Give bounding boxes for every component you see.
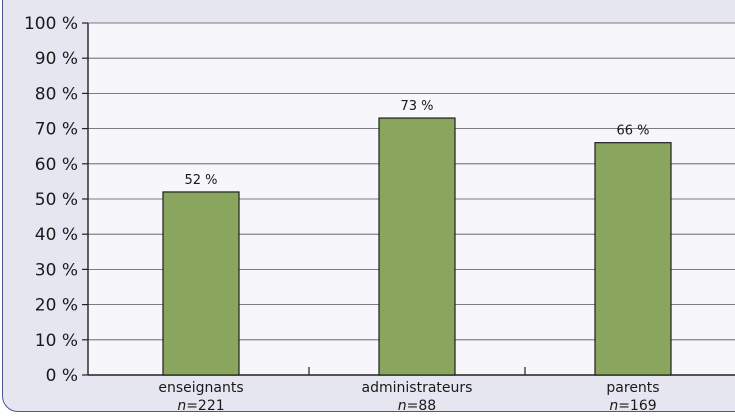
- x-sample-size-label: n=88: [398, 398, 436, 414]
- bar-value-label: 73 %: [400, 99, 433, 114]
- y-tick-label: 0 %: [46, 366, 78, 386]
- bar-parents: [594, 142, 672, 376]
- y-tick-label: 100 %: [24, 14, 78, 34]
- x-sample-size-label: n=221: [177, 398, 224, 414]
- y-tick-label: 30 %: [35, 260, 78, 280]
- bar-value-label: 52 %: [184, 173, 217, 188]
- sample-size-value: =88: [407, 398, 437, 414]
- y-tick-label: 90 %: [35, 49, 78, 69]
- sample-size-value: =221: [186, 398, 224, 414]
- y-tick-label: 60 %: [35, 155, 78, 175]
- sample-size-symbol: n: [398, 398, 407, 414]
- x-category-label: parents: [606, 380, 659, 396]
- x-sample-size-label: n=169: [609, 398, 656, 414]
- sample-size-symbol: n: [177, 398, 186, 414]
- x-category-label: administrateurs: [362, 380, 473, 396]
- y-tick-label: 40 %: [35, 225, 78, 245]
- bar-value-label: 66 %: [616, 124, 649, 139]
- sample-size-value: =169: [618, 398, 656, 414]
- bar-administrateurs: [378, 117, 456, 376]
- y-tick-label: 10 %: [35, 331, 78, 351]
- bar-enseignants: [162, 191, 240, 376]
- y-tick-label: 80 %: [35, 84, 78, 104]
- y-tick-label: 70 %: [35, 120, 78, 140]
- y-tick-label: 20 %: [35, 296, 78, 316]
- y-tick-label: 50 %: [35, 190, 78, 210]
- sample-size-symbol: n: [609, 398, 618, 414]
- x-category-label: enseignants: [158, 380, 243, 396]
